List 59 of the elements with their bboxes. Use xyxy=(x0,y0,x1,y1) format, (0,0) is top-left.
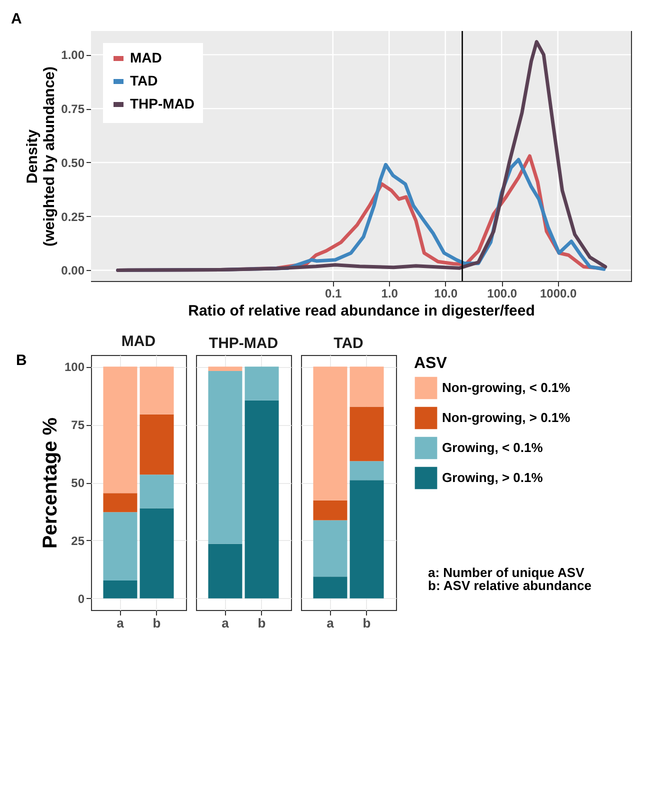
y-axis-title: Percentage % xyxy=(39,417,62,549)
x-tick-label: a xyxy=(222,616,230,630)
x-axis-title: Ratio of relative read abundance in digester/feed xyxy=(188,302,535,320)
bar xyxy=(140,366,174,414)
chart-title: THP-MAD xyxy=(208,335,278,352)
y-tick-label: 1.00 xyxy=(61,48,85,62)
x-tick-label: 1000.0 xyxy=(540,286,578,300)
x-tick-label: a xyxy=(116,616,125,630)
bar xyxy=(350,480,384,598)
bar xyxy=(244,366,279,400)
text: a: Number of unique ASV xyxy=(428,565,585,580)
bar xyxy=(103,493,138,512)
bar xyxy=(103,366,138,494)
bar xyxy=(313,520,348,577)
chart-title: TAD xyxy=(334,335,364,352)
bar xyxy=(350,366,384,407)
x-tick-label: b xyxy=(258,616,266,630)
bar xyxy=(350,461,384,480)
bar xyxy=(244,400,279,598)
chart-title: MAD xyxy=(121,333,156,350)
y-axis-title: Density (weighted by abundance) xyxy=(24,66,58,247)
bar xyxy=(208,366,242,371)
chart-title: A xyxy=(11,10,22,28)
text: B xyxy=(16,352,27,369)
x-tick-label: b xyxy=(362,616,371,630)
bar xyxy=(140,414,174,475)
x-tick-label: 1.0 xyxy=(381,286,398,300)
y-tick-label: 0.50 xyxy=(61,156,85,170)
x-tick-label: a xyxy=(326,616,335,630)
y-tick-label: 0 xyxy=(78,592,85,606)
bar xyxy=(140,474,174,508)
y-tick-label: 0.75 xyxy=(61,102,85,116)
bar xyxy=(350,406,384,462)
legend-title: ASV xyxy=(414,355,448,372)
y-tick-label: 75 xyxy=(71,418,85,432)
bar xyxy=(140,508,174,598)
y-tick-label: 25 xyxy=(71,534,85,548)
bar xyxy=(208,370,242,544)
bar xyxy=(103,512,138,581)
x-tick-label: 100.0 xyxy=(487,286,518,300)
bar xyxy=(313,366,348,500)
bar xyxy=(103,580,138,598)
legend-label: Non-growing, > 0.1% xyxy=(442,410,571,425)
y-tick-label: 0.25 xyxy=(61,210,85,224)
y-tick-label: 100 xyxy=(64,360,85,374)
legend-label: MAD xyxy=(130,50,162,66)
x-tick-label: b xyxy=(152,616,161,630)
x-tick-label: 10.0 xyxy=(434,286,458,300)
legend-label: Non-growing, < 0.1% xyxy=(442,380,571,395)
legend-label: Growing, > 0.1% xyxy=(442,470,544,485)
legend-label: TAD xyxy=(130,72,158,88)
legend-label: THP-MAD xyxy=(130,96,195,112)
x-tick-label: 0.1 xyxy=(325,286,342,300)
legend-label: Growing, < 0.1% xyxy=(442,440,544,455)
bar xyxy=(313,576,348,598)
bar xyxy=(313,500,348,520)
y-tick-label: 0.00 xyxy=(61,264,85,278)
bar xyxy=(208,544,242,598)
y-tick-label: 50 xyxy=(71,476,85,490)
